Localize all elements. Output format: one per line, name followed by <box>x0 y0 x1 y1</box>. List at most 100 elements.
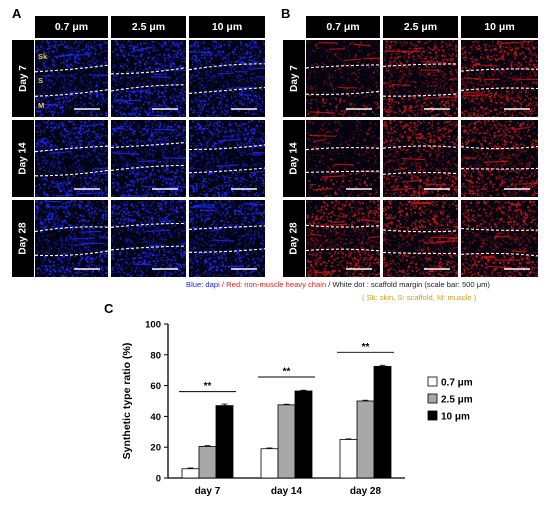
panel-b-col-2.5: 2.5 μm <box>383 16 458 38</box>
significance-marker: ** <box>283 366 291 377</box>
scaffold-margin-line <box>111 222 186 228</box>
scaffold-margin-line <box>35 145 108 153</box>
micrograph-b-day28-2.5 <box>383 200 458 277</box>
micrograph-a-day14-10 <box>189 120 265 197</box>
panel-a-row-day28: Day 28 <box>12 200 34 277</box>
micrograph-b-day28-0.7 <box>306 200 380 277</box>
micrograph-image <box>461 120 538 197</box>
y-tick-label: 20 <box>150 443 161 454</box>
bar <box>181 468 200 479</box>
scaffold-margin-line <box>383 171 458 175</box>
micrograph-image <box>189 40 265 117</box>
legend-label: 10 μm <box>441 412 470 423</box>
scaffold-margin-line <box>383 63 458 67</box>
micrograph-b-day7-2.5 <box>383 40 458 117</box>
scaffold-margin-line <box>35 89 108 97</box>
y-tick-label: 40 <box>150 412 161 423</box>
micrograph-image <box>189 120 265 197</box>
micrograph-b-day14-2.5 <box>383 120 458 197</box>
scaffold-margin-line <box>383 229 458 233</box>
scaffold-margin-line <box>189 63 265 71</box>
micrograph-image <box>111 40 186 117</box>
significance-marker: ** <box>204 381 212 392</box>
legend-sep-1: / <box>219 280 227 289</box>
bar <box>373 365 392 479</box>
micrograph-a-day7-0.7 <box>35 40 108 117</box>
scaffold-margin-line <box>111 164 186 171</box>
panel-a-col-0.7: 0.7 μm <box>35 16 108 38</box>
scaffold-margin-line <box>461 252 538 257</box>
legend-swatch <box>427 393 438 404</box>
panel-a-row-day7: Day 7 <box>12 40 34 117</box>
panel-a-letter: A <box>12 6 22 21</box>
scaffold-margin-line <box>189 86 265 94</box>
scaffold-margin-line <box>111 67 186 75</box>
scaffold-margin-line <box>189 144 265 151</box>
bar <box>356 400 375 479</box>
scaffold-margin-line <box>35 226 108 233</box>
y-tick-label: 0 <box>156 474 161 485</box>
legend-red: Red: non-muscle heavy chain <box>226 280 327 289</box>
scaffold-margin-line <box>306 90 380 95</box>
scaffold-margin-line <box>306 170 380 173</box>
legend-white: White dot : scaffold margin (scale bar: … <box>332 280 490 289</box>
bar <box>294 390 313 479</box>
micrograph-a-day14-2.5 <box>111 120 186 197</box>
scaffold-margin-line <box>383 251 458 255</box>
legend-swatch <box>427 376 438 387</box>
panel-a-col-2.5: 2.5 μm <box>111 16 186 38</box>
micrograph-b-day7-10 <box>461 40 538 117</box>
legend-blue: Blue: dapi <box>186 280 220 289</box>
legend-label: 0.7 μm <box>441 378 473 389</box>
panel-b-row-day14: Day 14 <box>283 120 305 197</box>
scaffold-margin-line <box>35 64 108 73</box>
scaffold-margin-line <box>461 145 538 150</box>
micrograph-a-day14-0.7 <box>35 120 108 197</box>
scaffold-margin-line <box>383 145 458 149</box>
micrograph-a-day28-10 <box>189 200 265 277</box>
scaffold-margin-line <box>461 227 538 231</box>
y-tick-label: 80 <box>150 350 161 361</box>
panel-a-row-day14: Day 14 <box>12 120 34 197</box>
bar <box>198 446 217 479</box>
micrograph-image <box>189 200 265 277</box>
category-label: day 7 <box>195 486 221 497</box>
bar <box>260 448 279 479</box>
panel-a-col-10: 10 μm <box>189 16 265 38</box>
scaffold-margin-line <box>461 87 538 91</box>
scaffold-margin-line <box>111 141 186 149</box>
micrograph-a-day7-10 <box>189 40 265 117</box>
micrograph-image <box>35 40 108 117</box>
micrograph-image <box>111 120 186 197</box>
scaffold-margin-line <box>189 248 265 253</box>
scaffold-margin-line <box>306 147 380 151</box>
panel-b-row-day7: Day 7 <box>283 40 305 117</box>
micrograph-image <box>383 120 458 197</box>
scaffold-margin-line <box>383 93 458 97</box>
micrograph-image <box>35 120 108 197</box>
scaffold-margin-line <box>461 167 538 170</box>
micrograph-image <box>111 200 186 277</box>
scaffold-margin-line <box>111 84 186 92</box>
panel-b-letter: B <box>281 6 291 21</box>
scaffold-margin-line <box>306 248 380 252</box>
synthetic-ratio-bar-chart: 0 20 40 60 80 100 Synthetic type ratio (%) ** da… <box>121 320 473 498</box>
legend-swatch <box>427 410 438 421</box>
panel-b-col-0.7: 0.7 μm <box>306 16 380 38</box>
micrograph-b-day28-10 <box>461 200 538 277</box>
bar <box>277 404 296 479</box>
tissue-label-muscle: M <box>38 101 45 110</box>
y-tick-label: 100 <box>145 320 161 331</box>
micrograph-image <box>461 200 538 277</box>
micrograph-b-day7-0.7 <box>306 40 380 117</box>
y-tick-label: 60 <box>150 381 161 392</box>
scaffold-margin-line <box>35 169 108 177</box>
tissue-label-skin: Sk <box>38 52 48 61</box>
micrograph-a-day28-2.5 <box>111 200 186 277</box>
tissue-abbreviation-legend: ( Sk: skin, S: scaffold, M: muscle ) <box>362 293 477 302</box>
micrograph-a-day28-0.7 <box>35 200 108 277</box>
category-label: day 14 <box>271 486 303 497</box>
scaffold-margin-line <box>35 250 108 257</box>
bar <box>339 439 358 479</box>
category-label: day 28 <box>350 486 382 497</box>
